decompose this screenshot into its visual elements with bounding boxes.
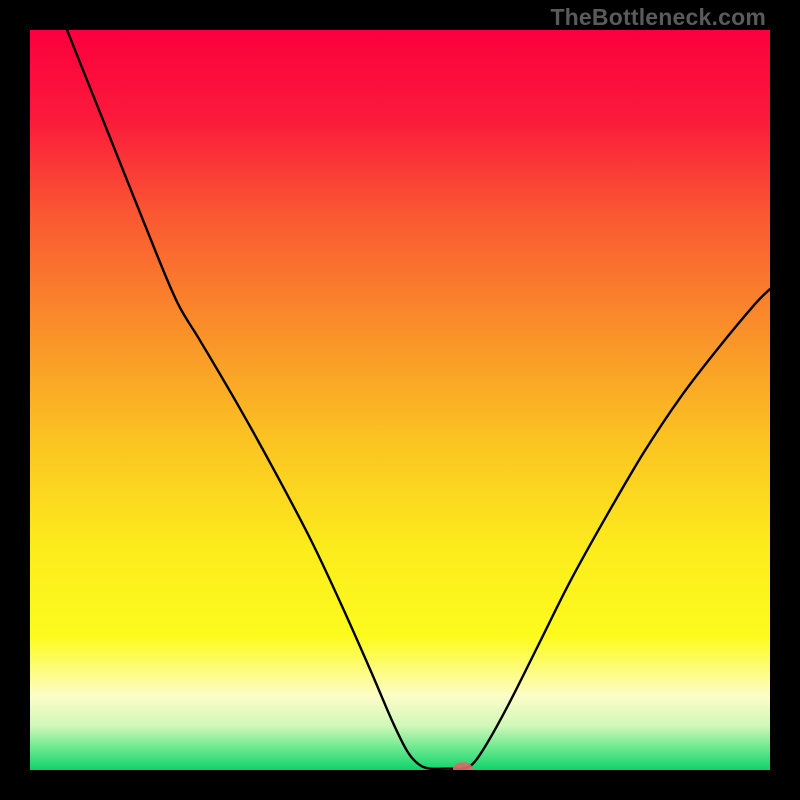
curve-overlay <box>30 30 770 770</box>
minimum-marker <box>453 762 473 770</box>
chart-frame: TheBottleneck.com <box>0 0 800 800</box>
watermark-text: TheBottleneck.com <box>550 4 766 31</box>
plot-area <box>30 30 770 770</box>
bottleneck-curve <box>67 30 770 769</box>
